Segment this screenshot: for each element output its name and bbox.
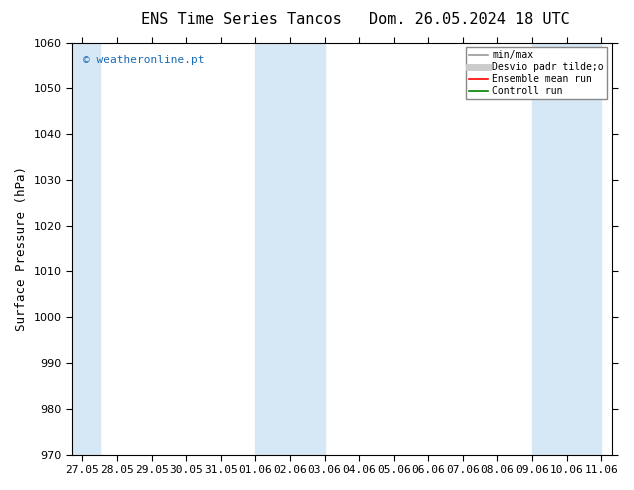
Y-axis label: Surface Pressure (hPa): Surface Pressure (hPa)	[15, 166, 28, 331]
Bar	[256, 43, 325, 455]
Text: Dom. 26.05.2024 18 UTC: Dom. 26.05.2024 18 UTC	[369, 12, 569, 27]
Bar	[65, 43, 100, 455]
Text: ENS Time Series Tancos: ENS Time Series Tancos	[141, 12, 341, 27]
Bar	[532, 43, 601, 455]
Legend: min/max, Desvio padr tilde;o, Ensemble mean run, Controll run: min/max, Desvio padr tilde;o, Ensemble m…	[466, 48, 607, 99]
Text: © weatheronline.pt: © weatheronline.pt	[83, 55, 204, 65]
